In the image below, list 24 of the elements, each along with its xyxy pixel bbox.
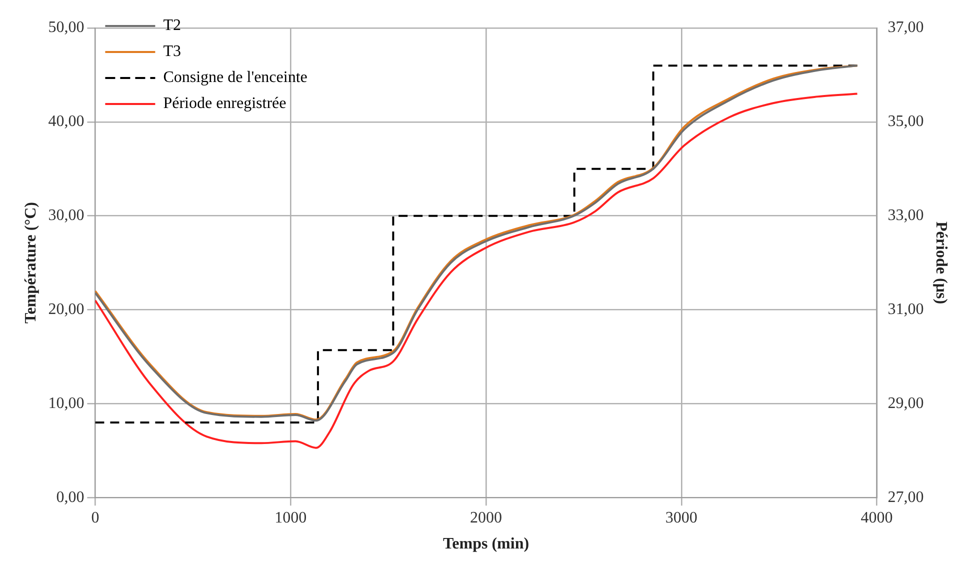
y2-tick-label: 35,00 [888, 113, 924, 130]
legend-label: Consigne de l'enceinte [163, 69, 308, 86]
y-axis-title: Température (°C) [22, 202, 40, 324]
y2-tick-label: 29,00 [888, 394, 924, 412]
x-tick-label: 1000 [274, 509, 307, 526]
legend-label: T3 [163, 43, 181, 60]
x-tick-label: 0 [91, 509, 100, 526]
x-axis-title: Temps (min) [442, 536, 530, 553]
y2-tick-label: 31,00 [888, 300, 924, 318]
legend-label: Période enregistrée [163, 95, 286, 112]
x-tick-label: 4000 [860, 509, 893, 526]
y2-axis-title: Période (µs) [932, 222, 950, 304]
legend-label: T2 [163, 17, 181, 34]
y-tick-label: 30,00 [48, 207, 84, 224]
y2-tick-label: 27,00 [888, 488, 924, 506]
y-tick-label: 20,00 [48, 300, 84, 318]
y2-tick-label: 37,00 [888, 19, 924, 36]
y-tick-label: 40,00 [48, 113, 84, 130]
y-tick-label: 0,00 [56, 488, 84, 506]
x-tick-label: 3000 [665, 509, 698, 526]
y2-tick-label: 33,00 [888, 207, 924, 224]
x-tick-label: 2000 [470, 509, 502, 526]
y-tick-label: 10,00 [48, 394, 84, 412]
y-tick-label: 50,00 [48, 19, 84, 36]
